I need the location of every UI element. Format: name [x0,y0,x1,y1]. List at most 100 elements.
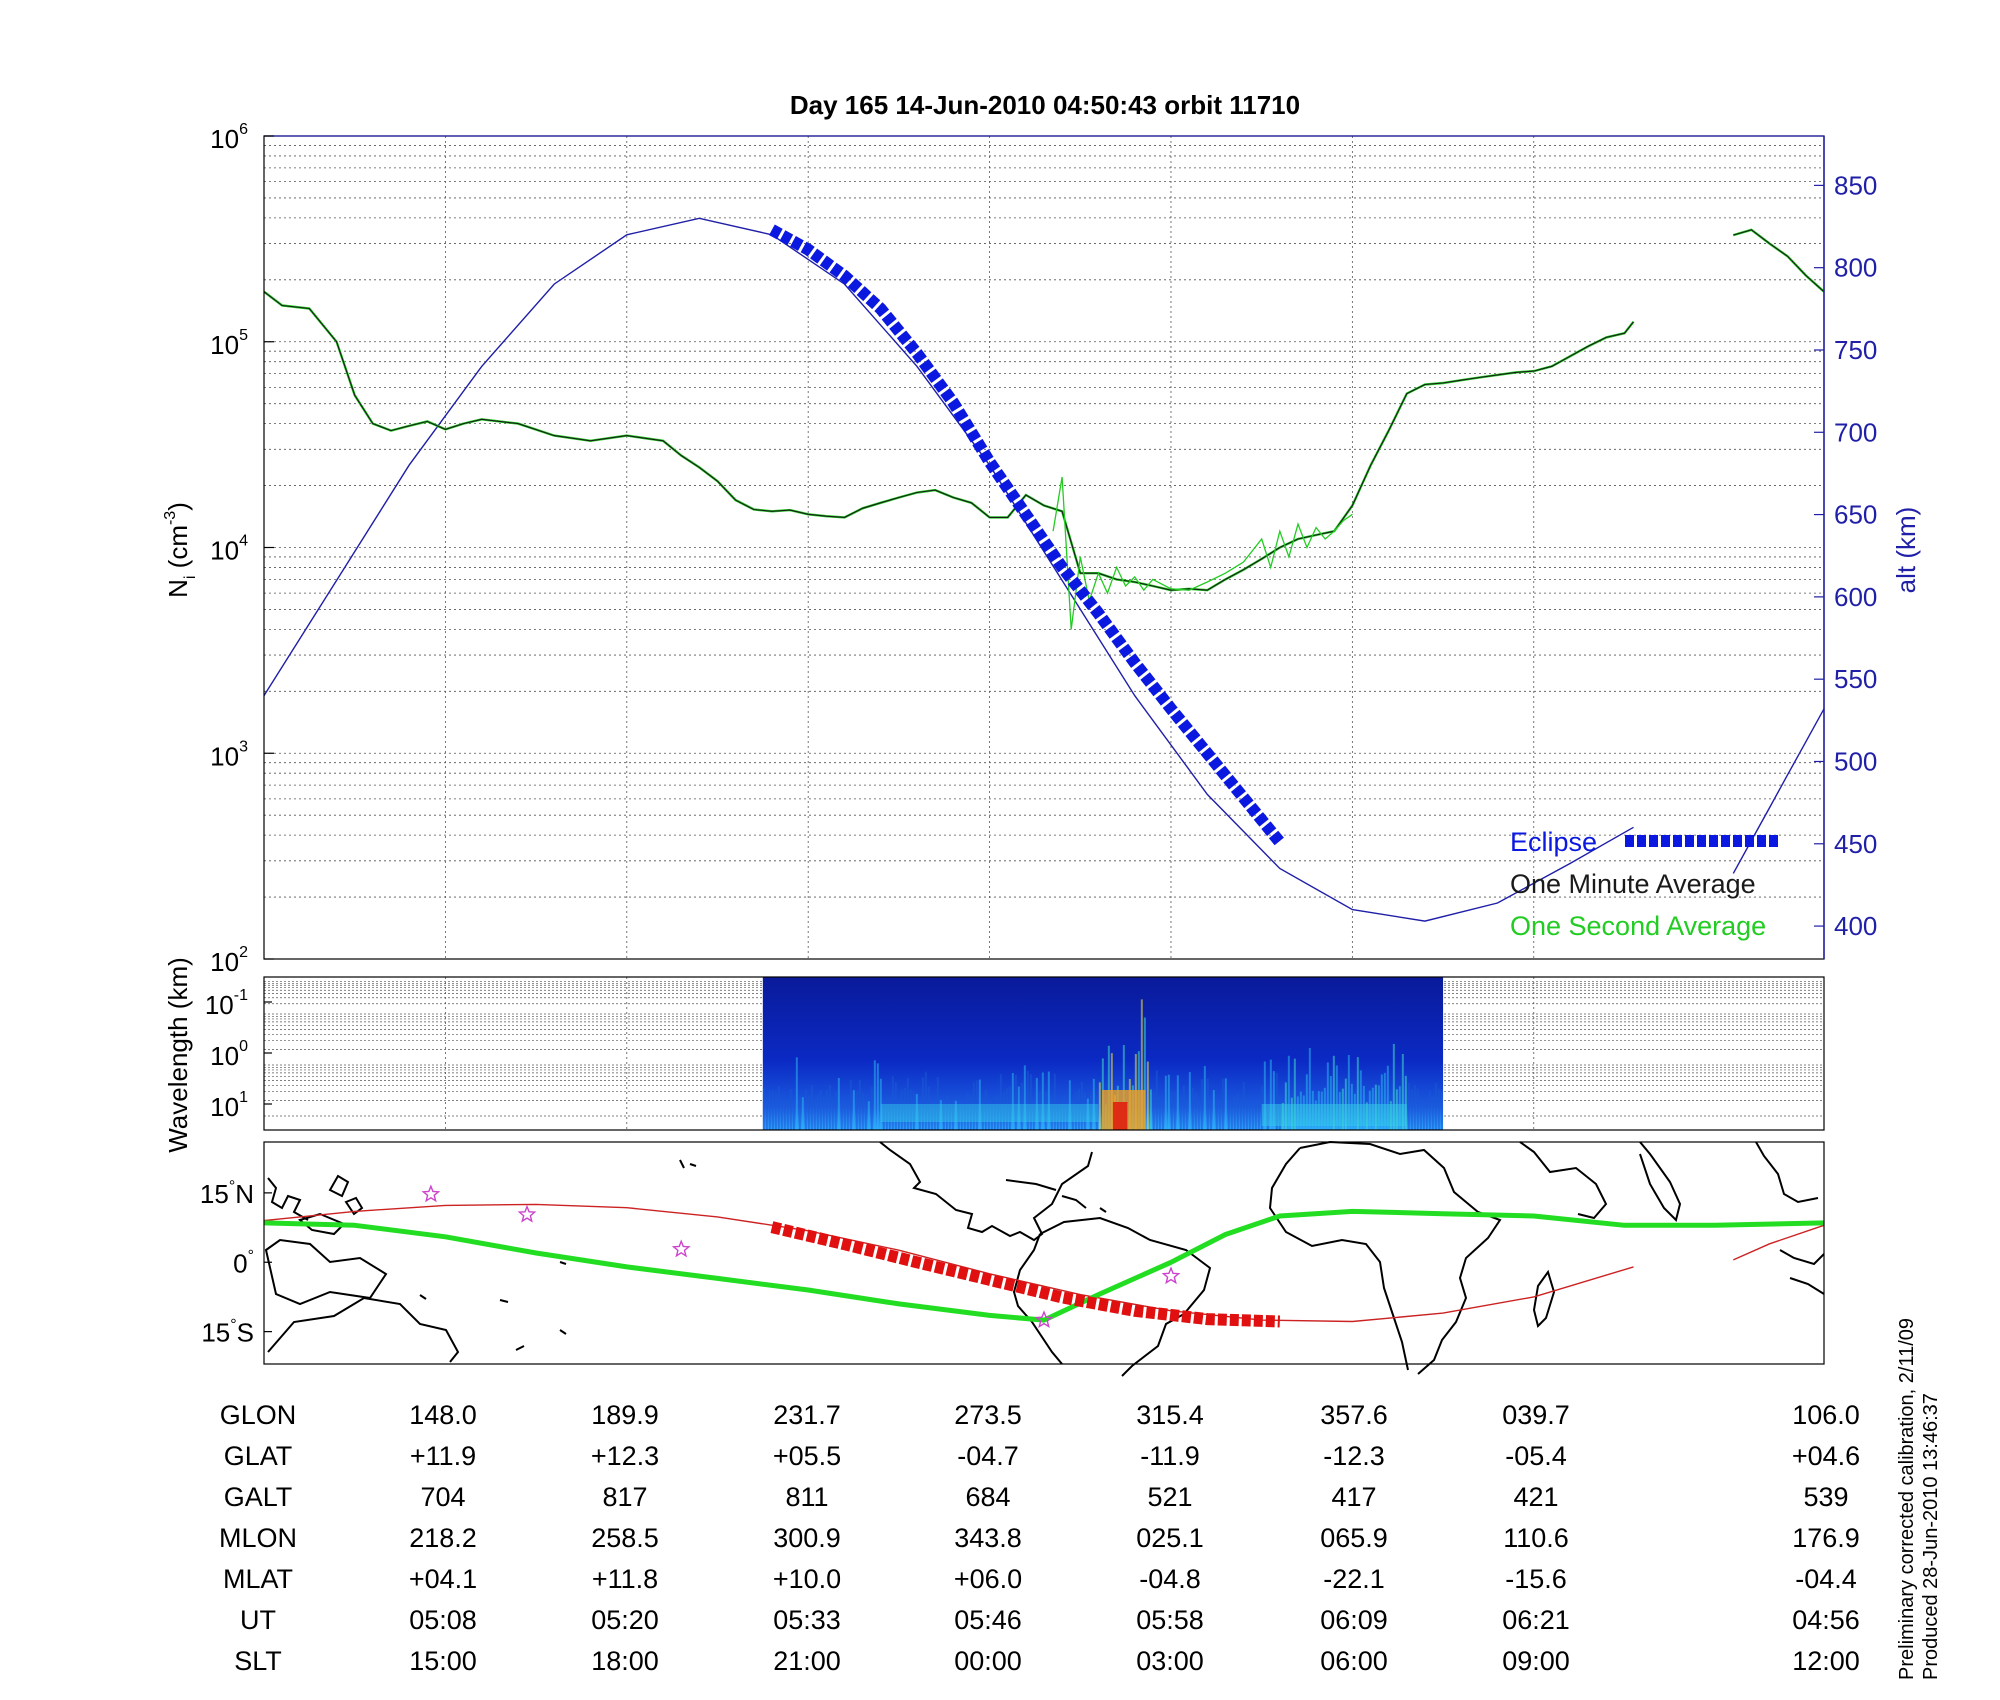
table-cell: 00:00 [954,1646,1022,1676]
legend: Eclipse One Minute Average One Second Av… [1510,827,1778,941]
spectrogram-streak [1161,1102,1164,1130]
table-cell: +10.0 [773,1564,841,1594]
table-cell: 817 [602,1482,647,1512]
table-cell: 039.7 [1502,1400,1570,1430]
legend-label-one-second: One Second Average [1510,911,1766,941]
table-cell: 684 [965,1482,1010,1512]
spectrogram-streak [1059,1100,1062,1130]
map-plot-area [264,1142,1824,1364]
spectrogram-streak [867,1101,870,1130]
spectrogram-streak [852,1090,855,1130]
spectrogram-streak [1185,1098,1188,1130]
spectrogram-streak [849,1080,852,1130]
spectrogram-streak [975,1080,978,1130]
table-cell: 065.9 [1320,1523,1388,1553]
spectrogram-streak [819,1090,822,1130]
spectrogram-streak [1413,1084,1416,1130]
eclipse-line [769,224,1285,846]
table-cell: 811 [785,1482,828,1512]
spectrogram-y-tick-label: 100 [210,1038,248,1071]
spectrogram-streak [1440,1091,1443,1130]
tick-degree-sign: ° [248,1247,254,1264]
tick-degree-sign: ° [230,1317,236,1334]
table-cell: 06:21 [1502,1605,1570,1635]
spectrogram-streak [909,1089,912,1130]
spectrogram-streak [1107,1045,1110,1130]
spectrogram-streak [822,1096,825,1130]
spectrogram-streak [1248,1099,1251,1130]
spectrogram-streak [900,1090,903,1130]
spectrogram-streak [996,1094,999,1130]
table-cell: 357.6 [1320,1400,1388,1430]
table-row-label: MLON [219,1523,297,1553]
spectrogram-streak [921,1077,924,1130]
spectrogram-streak [1431,1097,1434,1130]
tick-hemisphere: S [237,1318,254,1348]
spectrogram-streak [804,1089,807,1130]
density-y-label: Ni (cm-3) [162,502,199,598]
spectrogram-streak [765,1102,768,1130]
orbit-track-line [1733,1224,1825,1261]
spectrogram-streak [1083,1091,1086,1130]
spectrogram-band-right [1261,1104,1407,1126]
spectrogram-streak [978,1079,981,1130]
spectrogram-streak [858,1079,861,1130]
spectrogram-streak [1044,1091,1047,1130]
table-cell: 258.5 [591,1523,659,1553]
spectrogram-streak [1065,1106,1068,1130]
table-cell: +04.1 [409,1564,477,1594]
spectrogram-streak [1332,1055,1335,1130]
spectrogram-streak [1254,1103,1257,1130]
spectrogram-streak [840,1102,843,1130]
spectrogram-streak [1155,1070,1158,1130]
spectrogram-streak [1203,1066,1206,1130]
map-y-ticks: 15°N0°15°S [200,1178,272,1348]
table-cell: 148.0 [409,1400,477,1430]
spectrogram-streak [882,1106,885,1130]
spectrogram-streak [1218,1100,1221,1130]
table-cell: 421 [1513,1482,1558,1512]
spectrogram-streak [1182,1086,1185,1130]
tick-base: 10 [210,330,239,360]
spectrogram-streak [1158,1097,1161,1130]
tick-base: 10 [210,124,239,154]
spectrogram-streak [1416,1088,1419,1130]
table-row-label: UT [240,1605,276,1635]
altitude-y-tick-label: 850 [1834,170,1877,200]
spectrogram-streak [1146,1061,1149,1130]
table-cell: 189.9 [591,1400,659,1430]
table-cell: 521 [1147,1482,1192,1512]
spectrogram-streak [783,1098,786,1130]
density-grid [264,136,1824,959]
spectrogram-streak [1071,1100,1074,1130]
density-y-tick-label: 106 [210,121,248,154]
magnetic-equator-line [263,1208,1825,1323]
spectrogram-streak [1092,1078,1095,1130]
spectrogram-streak [1005,1088,1008,1130]
spectrogram-streak [780,1103,783,1130]
spectrogram-streak [1020,1082,1023,1130]
spectrogram-streak [1422,1104,1425,1130]
coast-madagascar [1532,1269,1556,1328]
spectrogram-streak [1191,1088,1194,1130]
spectrogram-streak [1263,1061,1266,1130]
table-cell: 273.5 [954,1400,1022,1430]
spectrogram-streak [957,1107,960,1130]
table-cell: -04.8 [1139,1564,1201,1594]
map-eclipse-segment [770,1221,1280,1328]
table-cell: +06.0 [954,1564,1022,1594]
density-y-tick-label: 104 [210,533,248,566]
spectrogram-streak [903,1087,906,1130]
spectrogram-streak [1275,1072,1278,1130]
spectrogram-streak [1224,1078,1227,1130]
spectrogram-streak [972,1082,975,1130]
spectrogram-streak [1401,1053,1404,1130]
table-cell: -04.7 [957,1441,1019,1471]
spectrogram-hot-core [1112,1102,1128,1130]
altitude-y-tick-label: 450 [1834,829,1877,859]
altitude-y-label: alt (km) [1891,507,1921,594]
spectrogram-streak [795,1057,798,1130]
spectrogram-streak [1404,1075,1407,1130]
table-cell: 05:20 [591,1605,659,1635]
